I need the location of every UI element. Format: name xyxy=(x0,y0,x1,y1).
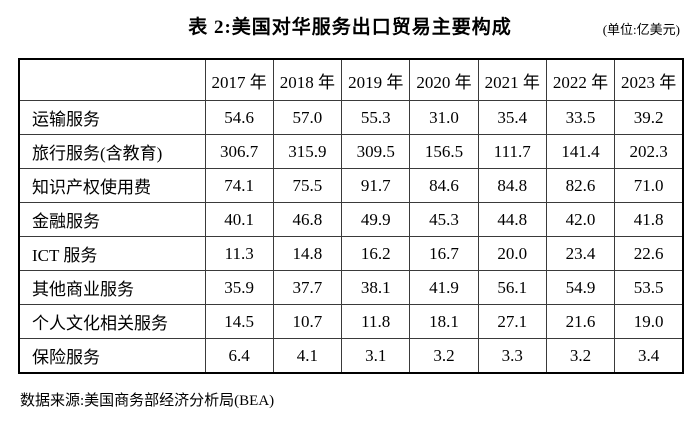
table-row: 运输服务 54.6 57.0 55.3 31.0 35.4 33.5 39.2 xyxy=(18,100,684,135)
cell-value: 111.7 xyxy=(477,134,547,169)
cell-value: 202.3 xyxy=(614,134,684,169)
table-row: 知识产权使用费 74.1 75.5 91.7 84.6 84.8 82.6 71.0 xyxy=(18,168,684,203)
cell-value: 3.2 xyxy=(545,338,616,374)
cell-value: 3.4 xyxy=(614,338,684,374)
cell-value: 38.1 xyxy=(341,270,411,305)
cell-value: 55.3 xyxy=(341,100,411,135)
table-body: 运输服务 54.6 57.0 55.3 31.0 35.4 33.5 39.2 旅行服务(含教育… xyxy=(18,100,684,374)
cell-value: 141.4 xyxy=(545,134,616,169)
cell-value: 42.0 xyxy=(545,202,616,237)
cell-value: 54.9 xyxy=(545,270,616,305)
table-header: 2017 年 2018 年 2019 年 2020 年 2021 年 2022 年 2023… xyxy=(18,58,684,101)
cell-value: 3.3 xyxy=(477,338,547,374)
cell-value: 306.7 xyxy=(204,134,274,169)
header-row: 2017 年 2018 年 2019 年 2020 年 2021 年 2022 年 2023… xyxy=(18,58,684,101)
cell-value: 20.0 xyxy=(477,236,547,271)
source-note: 数据来源:美国商务部经济分析局(BEA) xyxy=(20,393,275,409)
cell-value: 3.1 xyxy=(341,338,411,374)
unit-label: (单位:亿美元) xyxy=(602,22,680,37)
cell-value: 74.1 xyxy=(204,168,274,203)
cell-value: 23.4 xyxy=(545,236,616,271)
cell-value: 16.2 xyxy=(341,236,411,271)
cell-value: 27.1 xyxy=(477,304,547,339)
row-label: ICT 服务 xyxy=(18,236,206,271)
cell-value: 35.9 xyxy=(204,270,274,305)
row-label: 保险服务 xyxy=(18,338,206,374)
column-header-0: 2017 年 xyxy=(204,58,274,101)
corner-cell xyxy=(18,58,206,101)
column-header-5: 2022 年 xyxy=(545,58,616,101)
services-export-table: 2017 年 2018 年 2019 年 2020 年 2021 年 2022 年 2023… xyxy=(18,58,684,374)
cell-value: 11.3 xyxy=(204,236,274,271)
cell-value: 156.5 xyxy=(409,134,479,169)
cell-value: 46.8 xyxy=(272,202,343,237)
row-label: 旅行服务(含教育) xyxy=(18,134,206,169)
cell-value: 84.8 xyxy=(477,168,547,203)
cell-value: 53.5 xyxy=(614,270,684,305)
row-label: 运输服务 xyxy=(18,100,206,135)
cell-value: 84.6 xyxy=(409,168,479,203)
cell-value: 57.0 xyxy=(272,100,343,135)
cell-value: 14.5 xyxy=(204,304,274,339)
cell-value: 14.8 xyxy=(272,236,343,271)
cell-value: 10.7 xyxy=(272,304,343,339)
page-title: 表 2:美国对华服务出口贸易主要构成 xyxy=(188,17,512,38)
cell-value: 33.5 xyxy=(545,100,616,135)
cell-value: 4.1 xyxy=(272,338,343,374)
cell-value: 40.1 xyxy=(204,202,274,237)
column-header-4: 2021 年 xyxy=(477,58,547,101)
cell-value: 11.8 xyxy=(341,304,411,339)
cell-value: 309.5 xyxy=(341,134,411,169)
cell-value: 6.4 xyxy=(204,338,274,374)
cell-value: 21.6 xyxy=(545,304,616,339)
row-label: 其他商业服务 xyxy=(18,270,206,305)
cell-value: 56.1 xyxy=(477,270,547,305)
cell-value: 315.9 xyxy=(272,134,343,169)
cell-value: 41.8 xyxy=(614,202,684,237)
cell-value: 91.7 xyxy=(341,168,411,203)
cell-value: 82.6 xyxy=(545,168,616,203)
table-row: 保险服务 6.4 4.1 3.1 3.2 3.3 3.2 3.4 xyxy=(18,338,684,374)
cell-value: 41.9 xyxy=(409,270,479,305)
cell-value: 45.3 xyxy=(409,202,479,237)
cell-value: 18.1 xyxy=(409,304,479,339)
column-header-3: 2020 年 xyxy=(409,58,479,101)
column-header-1: 2018 年 xyxy=(272,58,343,101)
cell-value: 16.7 xyxy=(409,236,479,271)
row-label: 个人文化相关服务 xyxy=(18,304,206,339)
table-row: 旅行服务(含教育) 306.7 315.9 309.5 156.5 111.7 141.4 2… xyxy=(18,134,684,169)
cell-value: 19.0 xyxy=(614,304,684,339)
cell-value: 22.6 xyxy=(614,236,684,271)
title-bar: 表 2:美国对华服务出口贸易主要构成 (单位:亿美元) xyxy=(0,0,700,58)
cell-value: 75.5 xyxy=(272,168,343,203)
cell-value: 31.0 xyxy=(409,100,479,135)
cell-value: 44.8 xyxy=(477,202,547,237)
cell-value: 54.6 xyxy=(204,100,274,135)
cell-value: 37.7 xyxy=(272,270,343,305)
column-header-2: 2019 年 xyxy=(341,58,411,101)
cell-value: 71.0 xyxy=(614,168,684,203)
table-row: 其他商业服务 35.9 37.7 38.1 41.9 56.1 54.9 53.5 xyxy=(18,270,684,305)
table-row: 金融服务 40.1 46.8 49.9 45.3 44.8 42.0 41.8 xyxy=(18,202,684,237)
cell-value: 39.2 xyxy=(614,100,684,135)
row-label: 金融服务 xyxy=(18,202,206,237)
cell-value: 49.9 xyxy=(341,202,411,237)
cell-value: 3.2 xyxy=(409,338,479,374)
column-header-6: 2023 年 xyxy=(614,58,684,101)
row-label: 知识产权使用费 xyxy=(18,168,206,203)
table-row: 个人文化相关服务 14.5 10.7 11.8 18.1 27.1 21.6 19.0 xyxy=(18,304,684,339)
table-row: ICT 服务 11.3 14.8 16.2 16.7 20.0 23.4 22.6 xyxy=(18,236,684,271)
cell-value: 35.4 xyxy=(477,100,547,135)
